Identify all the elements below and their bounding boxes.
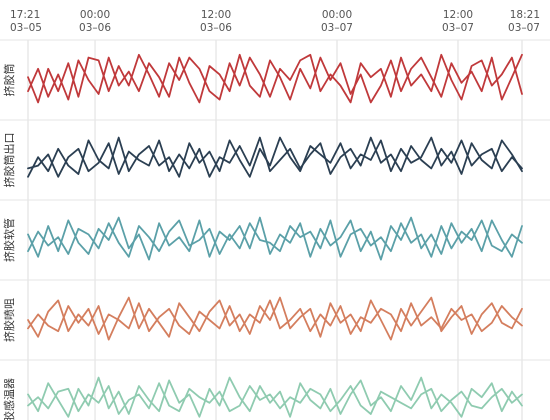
- band-1: 挤胶筒: [0, 39, 550, 104]
- series-line-1: [27, 53, 523, 104]
- x-tick-date-label: 03–07: [508, 22, 540, 34]
- series-line-2: [27, 219, 523, 258]
- band-label: 胶感温器: [2, 378, 16, 420]
- series-line-2: [27, 53, 523, 104]
- x-tick-date-label: 03–06: [79, 22, 111, 34]
- series-line-1: [27, 296, 523, 341]
- x-tick-time-label: 17:21: [10, 9, 40, 21]
- series-line-2: [27, 136, 523, 178]
- series-line-2: [27, 299, 523, 335]
- band-label: 挤胶筒: [2, 64, 16, 97]
- x-tick-date-label: 03–05: [10, 22, 42, 34]
- series-line-2: [27, 382, 523, 415]
- x-tick-date-label: 03–07: [321, 22, 353, 34]
- x-tick-time-label: 00:00: [322, 9, 352, 21]
- band-label: 挤胶软管: [2, 218, 16, 262]
- series-line-1: [27, 216, 523, 261]
- x-tick-date-label: 03–06: [200, 22, 232, 34]
- series-line-1: [27, 136, 523, 178]
- band-2: 挤胶筒出口: [0, 119, 550, 188]
- band-4: 挤胶喷咀: [0, 279, 550, 342]
- band-label: 挤胶筒出口: [2, 133, 16, 188]
- x-tick-time-label: 12:00: [443, 9, 473, 21]
- vertical-grid: [27, 40, 523, 420]
- x-tick-time-label: 12:00: [201, 9, 231, 21]
- series-line-1: [27, 376, 523, 418]
- x-tick-time-label: 18:21: [510, 9, 540, 21]
- band-5: 胶感温器: [0, 359, 550, 420]
- x-axis-ticks: 17:2103–0500:0003–0612:0003–0600:0003–07…: [10, 9, 540, 34]
- band-label: 挤胶喷咀: [2, 298, 16, 342]
- x-tick-time-label: 00:00: [80, 9, 110, 21]
- band-3: 挤胶软管: [0, 199, 550, 262]
- x-tick-date-label: 03–07: [442, 22, 474, 34]
